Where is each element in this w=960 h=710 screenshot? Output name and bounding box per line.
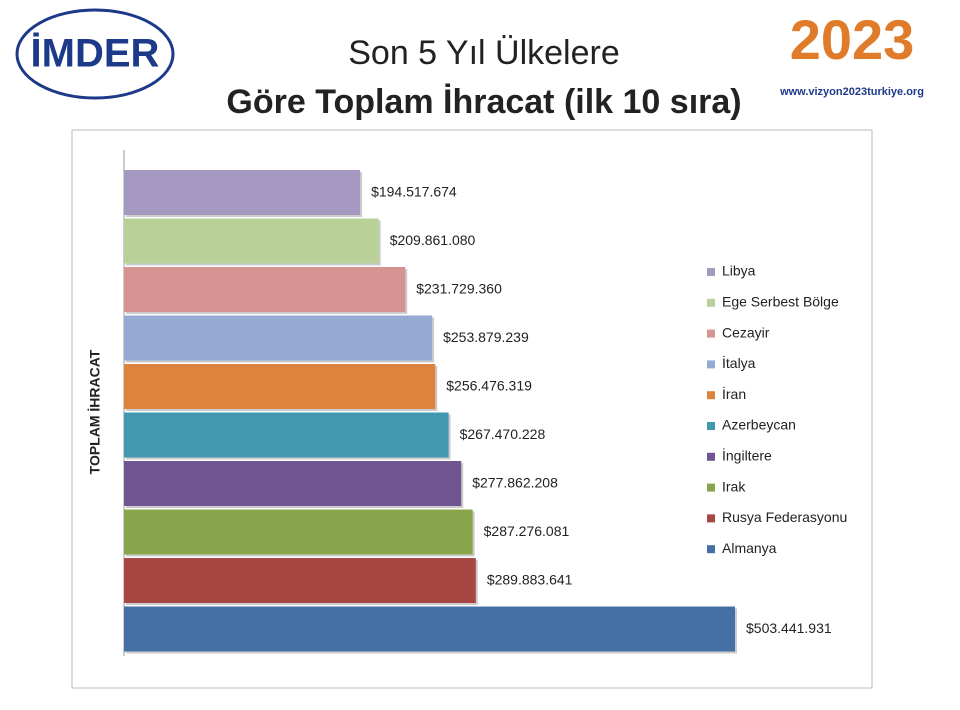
legend-label: Libya xyxy=(722,263,756,279)
legend-label: Rusya Federasyonu xyxy=(722,509,847,525)
legend-swatch xyxy=(707,329,715,338)
bar xyxy=(124,461,462,506)
legend-swatch xyxy=(707,483,715,492)
value-label: $267.470.228 xyxy=(460,426,546,442)
legend-label: Almanya xyxy=(722,540,777,556)
value-label: $289.883.641 xyxy=(487,572,573,588)
value-label: $231.729.360 xyxy=(416,281,502,297)
y-axis-label: TOPLAM İHRACAT xyxy=(87,349,103,474)
bar xyxy=(124,412,449,458)
legend-swatch xyxy=(707,360,715,369)
value-label: $256.476.319 xyxy=(446,378,532,394)
legend-swatch xyxy=(707,298,715,307)
value-label: $209.861.080 xyxy=(390,232,476,248)
bar xyxy=(124,267,406,312)
legend-label: İran xyxy=(722,385,746,402)
legend-label: Irak xyxy=(722,478,746,494)
title-line: Göre Toplam İhracat (ilk 10 sıra) xyxy=(226,83,741,121)
legend-swatch xyxy=(707,391,715,400)
value-label: $287.276.081 xyxy=(484,523,570,539)
bar xyxy=(124,315,433,361)
legend-swatch xyxy=(707,422,715,430)
logo-url: www.vizyon2023turkiye.org xyxy=(779,86,924,98)
legend-label: Cezayir xyxy=(722,324,770,340)
legend-label: İtalya xyxy=(722,354,756,371)
bar xyxy=(124,170,361,215)
bar xyxy=(124,509,473,555)
value-label: $253.879.239 xyxy=(443,329,529,345)
value-label: $503.441.931 xyxy=(746,620,832,636)
legend-swatch xyxy=(707,545,715,554)
legend-label: İngiltere xyxy=(722,447,772,464)
title-line: Son 5 Yıl Ülkelere xyxy=(348,34,620,72)
logo-right: 2023 xyxy=(790,8,915,71)
logo-frame xyxy=(15,8,175,100)
bar xyxy=(124,218,379,264)
legend-label: Ege Serbest Bölge xyxy=(722,294,839,310)
legend-swatch xyxy=(707,514,715,523)
bar xyxy=(124,364,436,409)
logo-left: İMDER xyxy=(31,32,160,76)
legend-swatch xyxy=(707,452,715,461)
value-label: $194.517.674 xyxy=(371,184,457,200)
legend-label: Azerbeycan xyxy=(722,417,796,433)
bar xyxy=(124,606,735,652)
bar xyxy=(124,558,476,603)
value-label: $277.862.208 xyxy=(472,475,558,491)
legend-swatch xyxy=(707,268,715,276)
